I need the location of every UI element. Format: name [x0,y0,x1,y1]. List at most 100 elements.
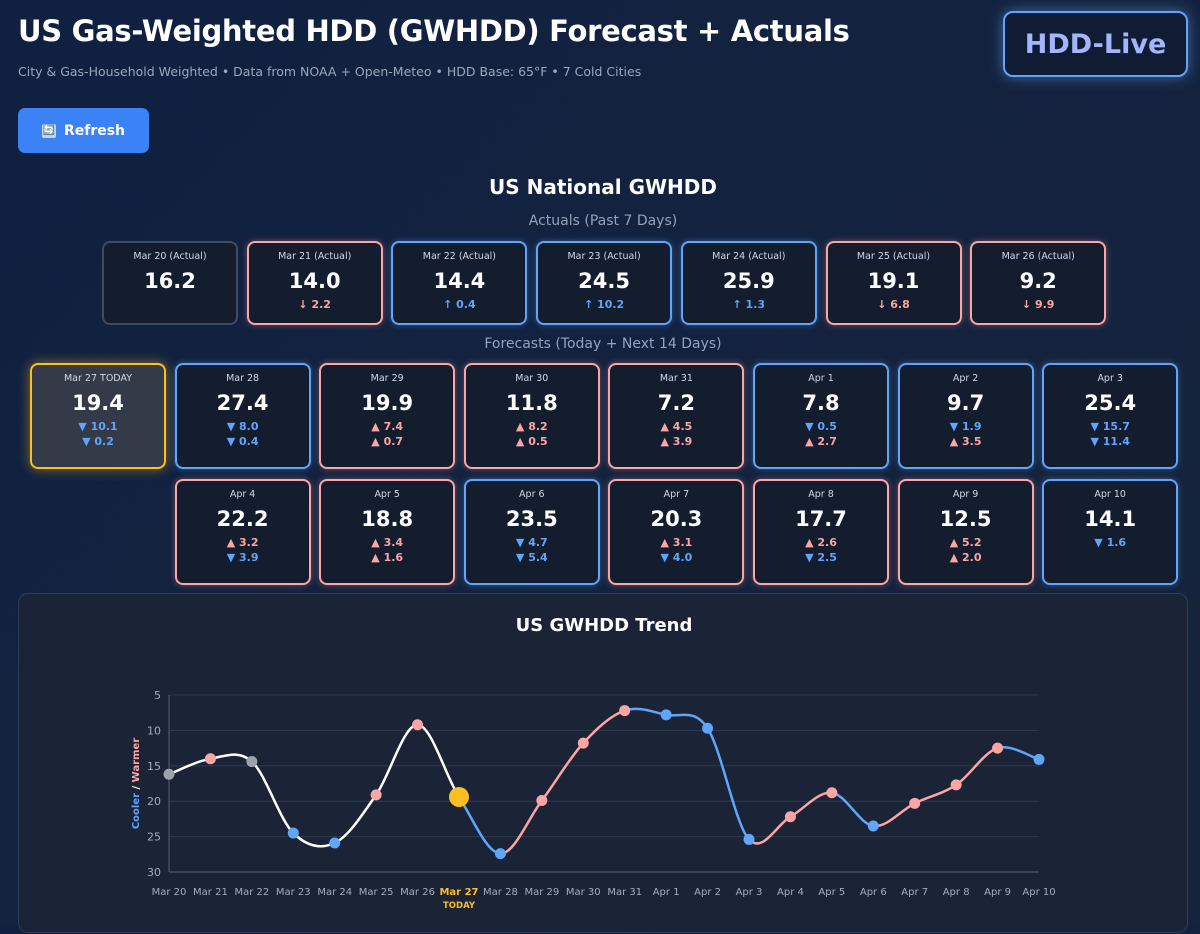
forecast-card[interactable]: Apr 6 23.5 ▼ 4.7 ▼ 5.4 [463,479,600,585]
x-tick-label: Mar 28 [483,887,518,898]
section-title: US National GWHDD [489,175,717,199]
card-date: Mar 26 (Actual) [1001,251,1075,262]
series-line-segment [457,796,501,855]
card-change-prior: ▼ 0.2 [82,435,114,448]
card-value: 7.8 [802,391,840,415]
trend-chart: US GWHDD Trend 5 10 15 20 25 30 Cooler / Warmer… [131,615,1056,911]
data-point [246,756,258,768]
series-line-segment [914,783,957,805]
actual-card[interactable]: Mar 24 (Actual) 25.9 ↑ 1.3 [680,241,817,325]
forecast-card-today[interactable]: Mar 27 TODAY 19.4 ▼ 10.1 ▼ 0.2 [30,363,166,469]
forecast-card[interactable]: Apr 5 18.8 ▲ 3.4 ▲ 1.6 [319,479,456,585]
card-value: 27.4 [216,391,269,415]
today-point [449,786,469,807]
y-axis-label-ylabel_sep: / [131,782,142,793]
card-change-day: ▲ 5.2 [949,536,982,549]
forecast-card[interactable]: Apr 9 12.5 ▲ 5.2 ▲ 2.0 [897,479,1034,585]
forecast-card[interactable]: Mar 30 11.8 ▲ 8.2 ▲ 0.5 [463,363,600,469]
series-line-segment [955,746,999,786]
actual-card[interactable]: Mar 20 (Actual) 16.2 [102,241,238,325]
card-value: 9.2 [1019,269,1057,293]
card-date: Apr 7 [663,489,690,500]
data-point [826,787,838,799]
refresh-button[interactable]: 🔄 Refresh [18,108,149,153]
x-tick-label: Apr 7 [901,887,928,898]
card-date: Apr 9 [952,489,979,500]
series-line-segment [706,727,750,841]
x-tick-label: Mar 27 [439,887,478,898]
series-line-segment [789,791,832,818]
card-change-prior: ▲ 1.6 [371,551,404,564]
forecast-card[interactable]: Apr 8 17.7 ▲ 2.6 ▼ 2.5 [753,479,889,585]
card-date: Mar 25 (Actual) [856,251,931,262]
forecast-card[interactable]: Mar 29 19.9 ▲ 7.4 ▲ 0.7 [319,363,456,469]
card-date: Apr 8 [808,489,834,500]
logo: HDD-Live [1003,11,1188,77]
card-value: 7.2 [657,391,695,415]
card-value: 24.5 [578,269,630,293]
y-axis-label: Cooler / Warmer [131,738,142,829]
actual-card[interactable]: Mar 21 (Actual) 14.0 ↓ 2.2 [246,241,383,325]
card-date: Mar 21 (Actual) [278,251,352,262]
card-date: Apr 1 [808,373,834,384]
page-title: US Gas-Weighted HDD (GWHDD) Forecast + A… [18,14,850,48]
data-point [1033,753,1045,765]
series-line-segment [250,760,295,834]
data-point [784,811,796,823]
data-point [950,779,962,791]
card-date: Mar 30 [515,373,549,384]
y-tick-label: 5 [154,689,161,702]
card-change-prior: ▼ 5.4 [515,551,548,564]
forecast-card[interactable]: Mar 28 27.4 ▼ 8.0 ▼ 0.4 [174,363,311,469]
card-change-day: ▼ 8.0 [226,420,259,433]
forecast-card[interactable]: Apr 4 22.2 ▲ 3.2 ▼ 3.9 [174,479,311,585]
data-point [660,709,672,721]
forecast-card[interactable]: Mar 31 7.2 ▲ 4.5 ▲ 3.9 [608,363,745,469]
card-change-day: ▼ 10.1 [78,420,118,433]
card-value: 25.4 [1084,391,1137,415]
card-change: ↑ 1.3 [732,298,766,311]
x-tick-label: Apr 2 [694,887,721,898]
data-point [287,827,299,839]
card-date: Mar 20 (Actual) [133,251,207,262]
series-line-segment [168,757,211,776]
card-change-prior: ▲ 3.9 [660,435,693,448]
card-change: ↑ 0.4 [443,298,476,311]
series-line-segment [210,753,253,763]
card-change-prior: ▲ 2.0 [949,551,982,564]
data-point [204,753,216,765]
series-line-segment [375,723,418,796]
forecast-card[interactable]: Apr 10 14.1 ▼ 1.6 [1042,479,1179,585]
card-date: Apr 3 [1097,373,1123,384]
actual-card[interactable]: Mar 22 (Actual) 14.4 ↑ 0.4 [391,241,528,325]
card-date: Mar 31 [659,373,693,384]
data-point [619,705,631,717]
card-date: Mar 29 [370,373,404,384]
card-change-day: ▲ 2.6 [805,536,837,549]
card-change: ↑ 10.2 [584,298,625,311]
x-tick-label: Mar 22 [234,887,269,898]
card-value: 23.5 [505,507,558,531]
card-date: Mar 22 (Actual) [422,251,496,262]
card-date: Apr 2 [952,373,979,384]
actual-card[interactable]: Mar 26 (Actual) 9.2 ↓ 9.9 [970,241,1107,325]
data-point [163,768,175,780]
forecast-card[interactable]: Apr 2 9.7 ▼ 1.9 ▲ 3.5 [897,363,1034,469]
card-change-day: ▲ 4.5 [660,420,693,433]
x-tick-label: Apr 4 [777,887,804,898]
forecast-card[interactable]: Apr 7 20.3 ▲ 3.1 ▼ 4.0 [608,479,745,585]
forecasts-label: Forecasts (Today + Next 14 Days) [484,336,722,352]
forecast-card[interactable]: Apr 3 25.4 ▼ 15.7 ▼ 11.4 [1042,363,1179,469]
forecast-card[interactable]: Apr 1 7.8 ▼ 0.5 ▲ 2.7 [753,363,889,469]
card-change-day: ▼ 15.7 [1090,420,1130,433]
card-date: Apr 5 [374,489,400,500]
actual-card[interactable]: Mar 23 (Actual) 24.5 ↑ 10.2 [536,241,673,325]
card-change-prior: ▼ 3.9 [226,551,259,564]
card-value: 22.2 [216,507,269,531]
card-change-day: ▼ 0.5 [805,420,837,433]
data-point [577,737,589,749]
actual-card[interactable]: Mar 25 (Actual) 19.1 ↓ 6.8 [825,241,962,325]
card-date: Mar 23 (Actual) [567,251,641,262]
data-point [494,848,506,860]
card-change-day: ▼ 1.6 [1094,536,1127,549]
